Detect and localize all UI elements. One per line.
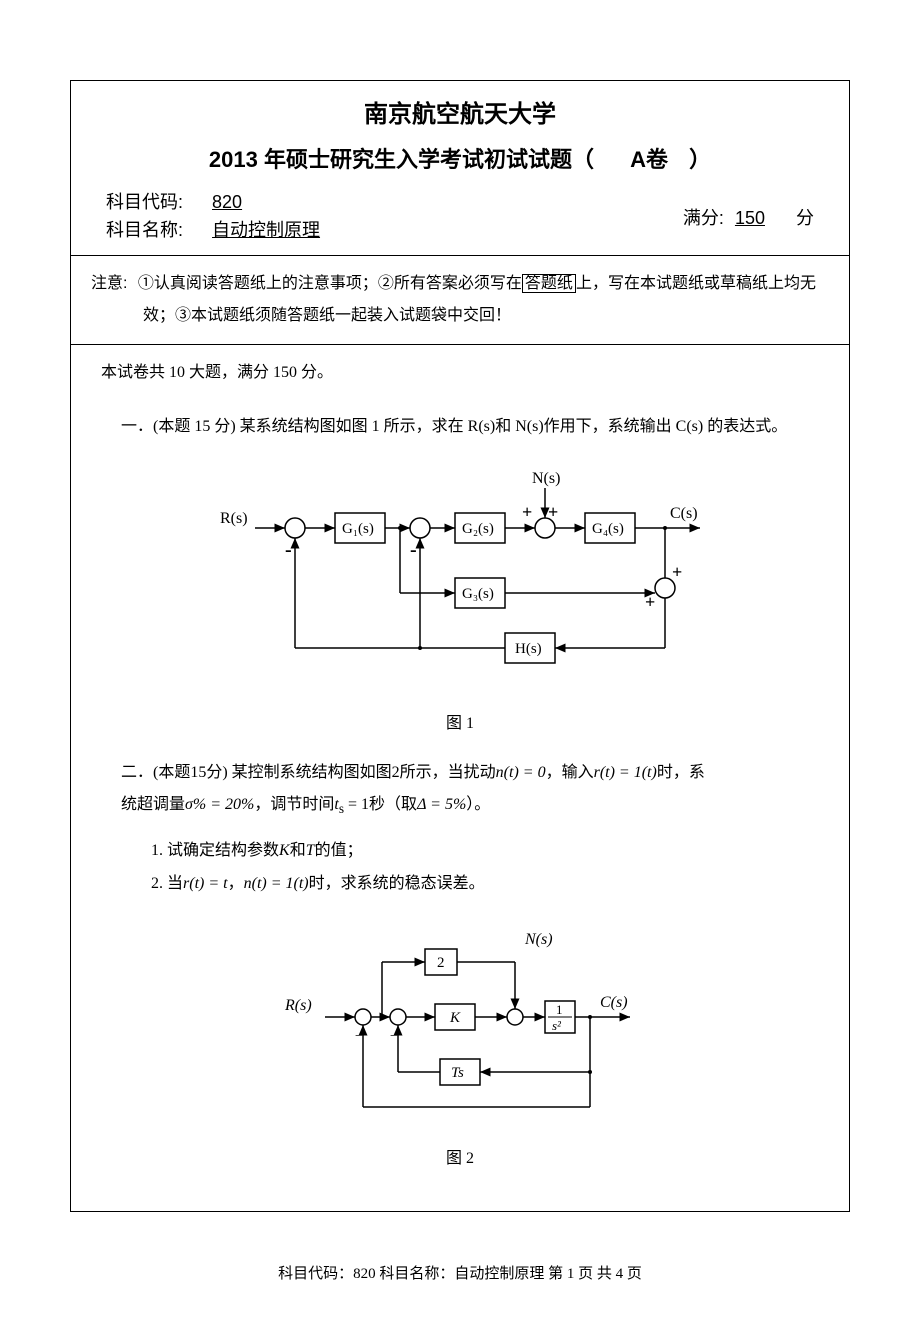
block-diagram-2: R(s) − − 2 <box>270 922 650 1122</box>
q2-sub2-a: 2. 当 <box>151 875 183 892</box>
label-Kblk: K <box>449 1010 461 1026</box>
sum2-1 <box>355 1009 371 1025</box>
name-label: 科目名称: <box>106 220 183 240</box>
label-one: 1 <box>556 1002 563 1017</box>
score-value: 150 <box>729 208 771 228</box>
header: 南京航空航天大学 2013 年硕士研究生入学考试初试试题（ A卷 ） 科目代码:… <box>71 81 849 255</box>
score-unit: 分 <box>796 208 814 228</box>
body: 本试卷共 10 大题，满分 150 分。 一．(本题 15 分) 某系统结构图如… <box>71 345 849 1211</box>
sum2-3 <box>507 1009 523 1025</box>
q2-a: 二．(本题15分) 某控制系统结构图如图2所示，当扰动 <box>121 764 496 781</box>
plus-3b: + <box>522 502 532 522</box>
meta-left: 科目代码: 820 科目名称: 自动控制原理 <box>106 188 326 246</box>
q2-sub1: 1. 试确定结构参数K和T的值； <box>151 838 799 864</box>
q2-rt1: r(t) = 1(t) <box>594 764 657 781</box>
question-2: 二．(本题15分) 某控制系统结构图如图2所示，当扰动n(t) = 0，输入r(… <box>101 757 819 1171</box>
q2-g: ）。 <box>466 796 490 813</box>
label-Ts: Ts <box>451 1065 464 1081</box>
label-C: C(s) <box>670 505 698 522</box>
q2-sub2-b: ， <box>228 875 244 892</box>
q2-sub2: 2. 当r(t) = t，n(t) = 1(t)时，求系统的稳态误差。 <box>151 871 799 897</box>
label-G4: G₄(s) <box>592 521 624 537</box>
question-1: 一．(本题 15 分) 某系统结构图如图 1 所示，求在 R(s)和 N(s)作… <box>101 411 819 737</box>
sum-2 <box>410 518 430 538</box>
label-two: 2 <box>437 955 445 971</box>
q2-f: 秒（取 <box>369 796 417 813</box>
exam-title-prefix: 2013 年硕士研究生入学考试初试试题（ <box>209 147 594 172</box>
minus-2: - <box>410 539 417 561</box>
meta-right: 满分: 150 分 <box>683 204 814 245</box>
q2-nt0: n(t) = 0 <box>496 764 546 781</box>
sum-1 <box>285 518 305 538</box>
q2-ts-eq: = 1 <box>344 796 369 813</box>
q2-e: ，调节时间 <box>254 796 334 813</box>
notice-label: 注意: <box>91 275 127 292</box>
university-title: 南京航空航天大学 <box>91 96 829 134</box>
figure-1-caption: 图 1 <box>121 711 799 737</box>
exam-title-suffix: ） <box>689 147 711 172</box>
q2-sigma: σ% = 20% <box>185 796 254 813</box>
q2-sub2-c: 时，求系统的稳态误差。 <box>309 875 485 892</box>
label-G2: G₂(s) <box>462 521 494 537</box>
q2-c: 时，系 <box>657 764 705 781</box>
plus-4b: + <box>645 592 655 612</box>
notice-line2: 效；③本试题纸须随答题纸一起装入试题袋中交回！ <box>143 300 829 332</box>
code-label: 科目代码: <box>106 192 183 212</box>
label-R2: R(s) <box>284 997 312 1014</box>
minus2-1: − <box>355 1029 363 1044</box>
label-s2: s² <box>552 1018 562 1033</box>
label-C2: C(s) <box>600 994 628 1011</box>
label-N: N(s) <box>532 470 560 487</box>
q2-K: K <box>279 842 290 859</box>
paper-label: A卷 <box>630 147 668 172</box>
q2-d: 统超调量 <box>121 796 185 813</box>
q2-sub1-c: 的值； <box>315 842 363 859</box>
q2-sub1-b: 和 <box>290 842 306 859</box>
q1-text: 一．(本题 15 分) 某系统结构图如图 1 所示，求在 R(s)和 N(s)作… <box>121 411 799 443</box>
q2-sub1-a: 1. 试确定结构参数 <box>151 842 279 859</box>
name-value: 自动控制原理 <box>206 220 326 240</box>
plus-4a: + <box>672 562 682 582</box>
label-R: R(s) <box>220 510 248 527</box>
notice-1b: 上，写在本试题纸或草稿纸上均无 <box>576 275 816 292</box>
figure-2: R(s) − − 2 <box>121 922 799 1171</box>
q2-text: 二．(本题15分) 某控制系统结构图如图2所示，当扰动n(t) = 0，输入r(… <box>121 757 799 823</box>
overview: 本试卷共 10 大题，满分 150 分。 <box>101 360 819 386</box>
exam-title: 2013 年硕士研究生入学考试初试试题（ A卷 ） <box>91 142 829 177</box>
code-value: 820 <box>206 192 248 212</box>
sum2-2 <box>390 1009 406 1025</box>
block-diagram-1: R(s) - G₁(s) - G₂(s) <box>200 468 720 688</box>
q2-T: T <box>306 842 315 859</box>
q2-b: ，输入 <box>546 764 594 781</box>
notice-boxed: 答题纸 <box>522 274 576 293</box>
figure-2-caption: 图 2 <box>121 1146 799 1172</box>
q2-rtt: r(t) = t <box>183 875 228 892</box>
score-label: 满分: <box>683 208 724 228</box>
label-N2: N(s) <box>524 931 553 948</box>
page-frame: 南京航空航天大学 2013 年硕士研究生入学考试初试试题（ A卷 ） 科目代码:… <box>70 80 850 1212</box>
notice: 注意: ①认真阅读答题纸上的注意事项；②所有答案必须写在答题纸上，写在本试题纸或… <box>71 255 849 345</box>
q2-nt1: n(t) = 1(t) <box>244 875 309 892</box>
minus2-2: − <box>390 1029 398 1044</box>
q2-delta: Δ = 5% <box>417 796 466 813</box>
notice-1a: ①认真阅读答题纸上的注意事项；②所有答案必须写在 <box>138 275 522 292</box>
label-G1: G₁(s) <box>342 521 374 537</box>
label-G3: G₃(s) <box>462 586 494 602</box>
plus-3a: + <box>548 502 558 522</box>
meta-row: 科目代码: 820 科目名称: 自动控制原理 满分: 150 分 <box>91 188 829 246</box>
figure-1: R(s) - G₁(s) - G₂(s) <box>121 468 799 737</box>
page-footer: 科目代码：820 科目名称：自动控制原理 第 1 页 共 4 页 <box>70 1262 850 1286</box>
minus-1: - <box>285 539 292 561</box>
label-H: H(s) <box>515 641 542 657</box>
